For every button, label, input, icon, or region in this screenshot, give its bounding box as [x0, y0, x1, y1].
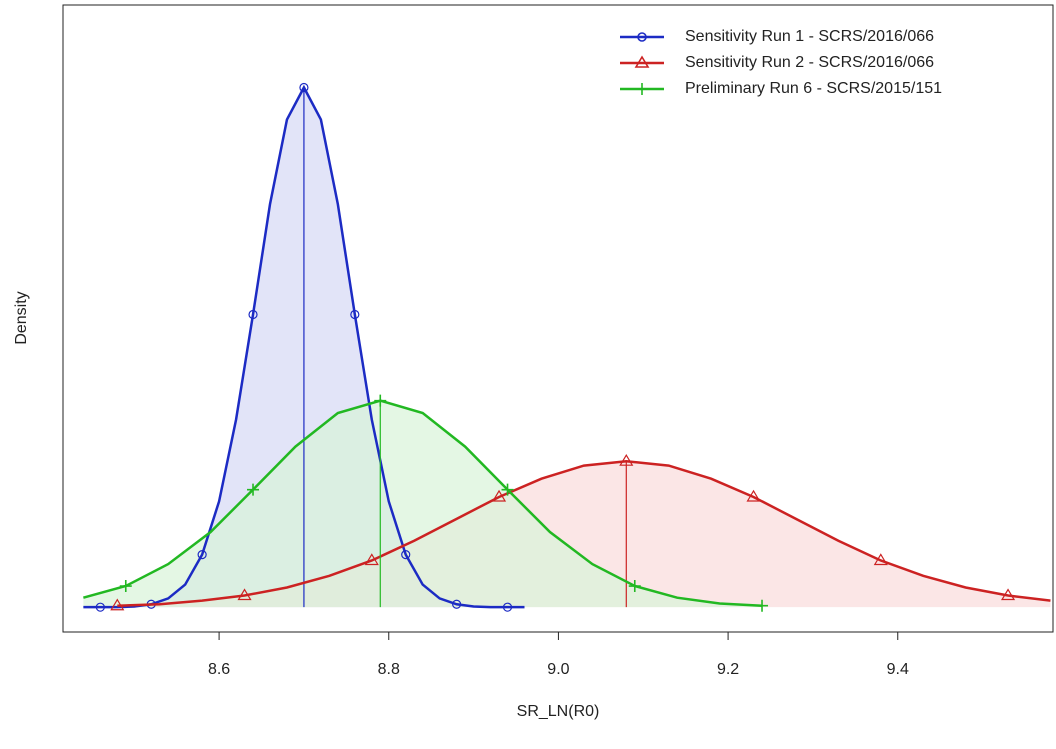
density-line [83, 399, 763, 607]
area-fill [83, 400, 763, 608]
density-line [117, 459, 1051, 607]
legend-marker [634, 55, 650, 68]
marker [501, 483, 514, 496]
x-axis-label: SR_LN(R0) [517, 703, 600, 720]
x-tick-label: 8.8 [378, 661, 400, 678]
legend-label: Sensitivity Run 2 - SCRS/2016/066 [685, 54, 934, 71]
marker [237, 588, 252, 601]
legend-marker [636, 83, 648, 95]
density-line [83, 84, 525, 609]
marker [248, 309, 258, 320]
marker [873, 553, 888, 566]
legend-marker [637, 32, 647, 42]
legend-label: Preliminary Run 6 - SCRS/2015/151 [685, 80, 942, 97]
marker [502, 602, 513, 612]
marker [374, 394, 387, 407]
marker [746, 489, 761, 502]
marker [364, 553, 379, 566]
marker [197, 550, 207, 560]
marker [1000, 588, 1016, 601]
y-axis-label: Density [13, 291, 30, 344]
x-tick-label: 9.4 [887, 661, 909, 678]
marker [350, 309, 360, 320]
marker [95, 602, 105, 612]
x-tick-label: 8.6 [208, 661, 230, 678]
marker [756, 599, 769, 612]
plot-area [83, 82, 1051, 612]
marker [452, 599, 462, 609]
marker [119, 580, 132, 593]
marker [491, 489, 507, 502]
marker [619, 454, 634, 466]
marker [110, 598, 125, 611]
legend-label: Sensitivity Run 1 - SCRS/2016/066 [685, 28, 934, 45]
marker [247, 483, 260, 496]
marker [299, 82, 309, 93]
x-tick-label: 9.0 [547, 661, 569, 678]
marker [628, 580, 641, 593]
x-tick-label: 9.2 [717, 661, 739, 678]
marker [401, 550, 411, 560]
